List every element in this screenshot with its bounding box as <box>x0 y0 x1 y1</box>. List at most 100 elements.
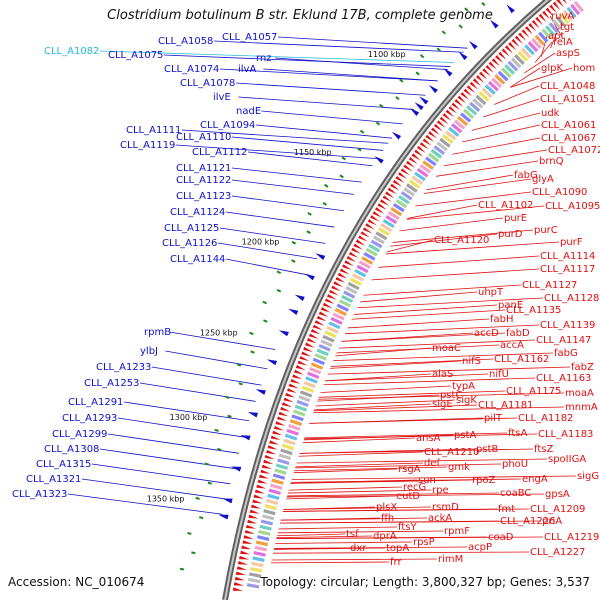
reverse-leader-line <box>462 124 541 143</box>
reverse-leader-line <box>483 98 540 118</box>
reverse-gene-label: nifS <box>462 356 481 367</box>
gc-mark <box>441 30 446 35</box>
cog-stripe <box>405 183 418 193</box>
reverse-gene-label: CLL_A1048 <box>540 81 595 92</box>
cog-stripe <box>559 12 570 25</box>
reverse-gene-mark <box>353 243 363 250</box>
forward-leader-line <box>219 227 326 244</box>
forward-gene-label: CLL_A1075 <box>108 50 163 61</box>
reverse-gene-mark <box>326 294 337 300</box>
reverse-gene-label: purF <box>560 237 583 248</box>
reverse-gene-mark <box>466 85 476 93</box>
reverse-leader-line <box>357 297 544 309</box>
reverse-leader-line <box>276 536 544 540</box>
reverse-gene-mark <box>552 1 561 11</box>
reverse-gene-mark <box>244 529 255 534</box>
reverse-leader-line <box>330 360 462 369</box>
forward-leader-line <box>275 57 448 71</box>
cog-stripe <box>427 152 440 163</box>
forward-gene-label: CLL_A1094 <box>200 120 255 131</box>
forward-gene-mark <box>428 85 438 94</box>
reverse-leader-line <box>315 399 456 407</box>
reverse-leader-line <box>283 506 376 510</box>
cog-stripe <box>451 123 463 134</box>
reverse-gene-label: accA <box>500 340 524 351</box>
cog-stripe <box>422 160 434 170</box>
forward-strand-track <box>218 4 515 520</box>
reverse-leader-line <box>510 67 541 88</box>
forward-gene-label: CLL_A1111 <box>126 125 181 136</box>
reverse-gene-mark <box>329 289 339 296</box>
gc-mark <box>339 174 344 179</box>
cog-stripe <box>372 235 385 245</box>
cog-stripe <box>340 294 354 304</box>
gc-mark <box>217 447 222 451</box>
reverse-gene-label: relA <box>553 37 573 48</box>
reverse-gene-label: sigK <box>456 395 477 406</box>
label-leader-lines <box>67 15 577 564</box>
reverse-gene-label: accD <box>474 328 499 339</box>
reverse-gene-label: CLL_A1139 <box>540 320 595 331</box>
forward-gene-label: CLL_A1112 <box>192 147 247 158</box>
cog-stripe <box>263 509 276 516</box>
gc-mark <box>357 147 362 152</box>
reverse-leader-line <box>277 533 346 537</box>
forward-gene-mark <box>230 466 242 472</box>
reverse-leader-line <box>363 284 522 296</box>
gc-mark <box>464 7 469 12</box>
reverse-gene-label: def <box>424 458 441 469</box>
cog-stripe <box>534 34 546 46</box>
reverse-gene-mark <box>498 51 507 60</box>
forward-leader-line <box>107 433 239 454</box>
reverse-leader-line <box>298 451 424 457</box>
reverse-gene-mark <box>398 172 408 180</box>
reverse-gene-label: CLL_A1127 <box>522 280 577 291</box>
reverse-leader-line <box>338 339 536 349</box>
accession-label: Accession: NC_010674 <box>8 575 145 589</box>
cog-stripe <box>301 385 315 393</box>
cog-stripe <box>343 290 356 299</box>
reverse-gene-label: CLL_A1162 <box>494 354 549 365</box>
forward-leader-line <box>219 68 438 82</box>
cog-stripe <box>345 286 358 295</box>
reverse-gene-mark <box>538 13 547 23</box>
reverse-gene-mark <box>488 61 497 70</box>
forward-gene-label: CLL_A1122 <box>176 175 231 186</box>
gc-mark <box>179 567 185 571</box>
reverse-leader-line <box>423 178 532 194</box>
reverse-leader-line <box>426 174 514 191</box>
cog-stripe <box>439 137 451 148</box>
cog-stripe <box>310 362 324 370</box>
reverse-gene-label: plsX <box>376 502 397 513</box>
cog-stripe <box>459 112 472 123</box>
cog-stripe <box>520 47 532 59</box>
reverse-gene-label: purE <box>504 213 527 224</box>
reverse-gene-mark <box>318 311 329 317</box>
forward-gene-label: CLL_A1119 <box>120 140 175 151</box>
reverse-gene-label: alaS <box>432 369 453 380</box>
forward-gene-label: CLL_A1291 <box>68 397 123 408</box>
reverse-gene-label: coaBC <box>500 488 531 499</box>
reverse-gene-mark <box>301 351 312 357</box>
cog-stripe <box>484 84 496 95</box>
reverse-gene-mark <box>569 0 571 2</box>
forward-leader-line <box>91 463 231 485</box>
reverse-gene-label: CLL_A1181 <box>478 400 533 411</box>
reverse-leader-line <box>295 462 424 468</box>
cog-stripe <box>370 239 383 249</box>
forward-gene-label: rnz <box>256 53 272 64</box>
kbp-scale-label: 1200 kbp <box>242 237 280 246</box>
cog-stripe <box>442 134 454 145</box>
cog-stripe <box>312 357 326 366</box>
reverse-gene-mark <box>276 416 287 422</box>
reverse-gene-label: CLL_A1114 <box>540 251 595 262</box>
reverse-gene-label: ackA <box>428 513 452 524</box>
cog-stripe <box>265 498 279 506</box>
gc-mark <box>322 201 327 206</box>
gc-mark <box>214 428 219 432</box>
cog-stripe <box>487 80 499 92</box>
gc-mark <box>341 156 346 161</box>
cog-stripe <box>390 207 403 217</box>
reverse-gene-mark <box>428 131 437 139</box>
reverse-gene-mark <box>425 134 435 143</box>
